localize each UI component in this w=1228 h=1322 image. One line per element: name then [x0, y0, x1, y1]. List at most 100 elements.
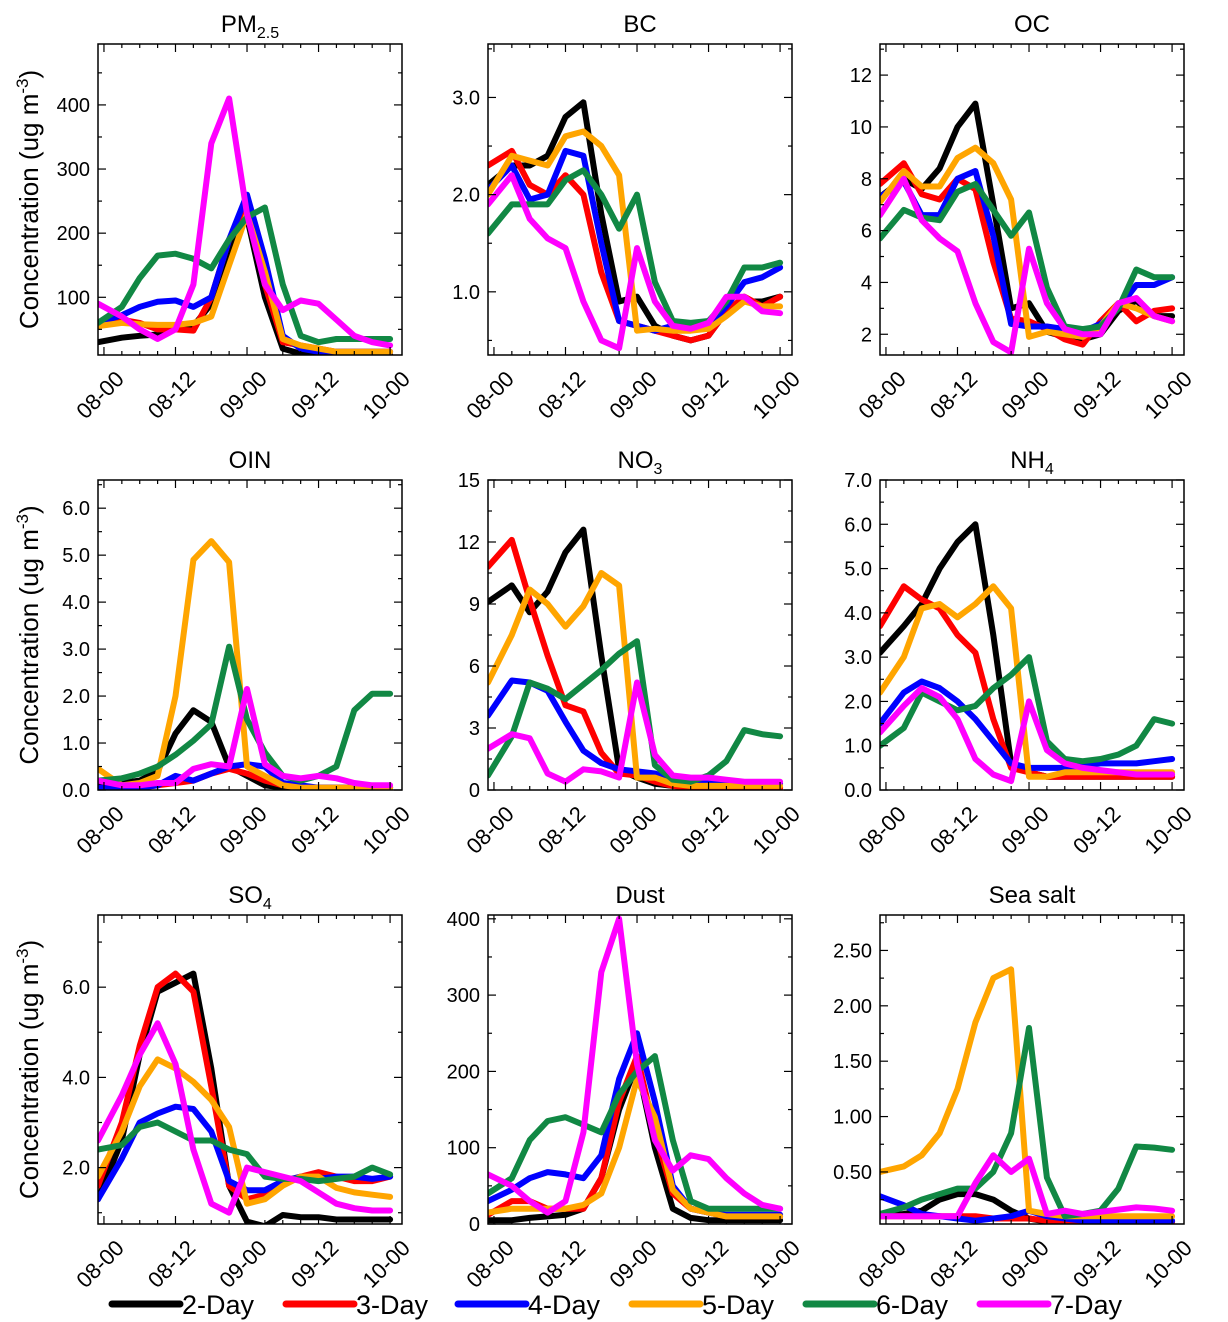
series-line-7-Day [488, 172, 784, 352]
series-group [98, 970, 394, 1224]
y-tick-label: 2.50 [833, 940, 872, 962]
x-tick-label: 08-00 [853, 366, 910, 423]
y-axis-label-superscript: -3 [13, 514, 32, 529]
panel-2: 08-00 08-12 09-00 09-12 10-00 1.0 2.0 3.0 BC [452, 11, 805, 424]
x-tick-label: 08-12 [925, 801, 982, 858]
x-tick-label: 08-00 [853, 801, 910, 858]
x-tick-label: 09-12 [676, 1235, 733, 1292]
y-axis-label-text: Concentration (ug m [14, 529, 44, 765]
x-tick-label: 09-12 [676, 801, 733, 858]
series-line-5-Day [488, 128, 784, 334]
plot-frame [97, 479, 403, 791]
y-tick-label: 8 [861, 169, 872, 191]
panel-title-main: SO [228, 882, 263, 909]
x-tick-label: 09-00 [996, 801, 1053, 858]
x-tick-label: 10-00 [357, 366, 414, 423]
series-group [98, 538, 394, 790]
panel-1: 08-00 08-12 09-00 09-12 10-00 100 200 300 400 PM2… [13, 11, 415, 424]
x-tick-label: 09-00 [996, 366, 1053, 423]
y-axis-label: Concentration (ug m-3) [13, 70, 44, 329]
series-line-6-Day [880, 1025, 1176, 1220]
y-axis-label-close: ) [14, 940, 44, 949]
x-tick-label: 09-12 [286, 366, 343, 423]
series-line-5-Day [880, 966, 1176, 1220]
series-line-7-Day [880, 685, 1176, 785]
x-tick-label: 10-00 [1139, 366, 1196, 423]
series-line-6-Day [488, 638, 784, 785]
y-tick-label: 400 [447, 909, 480, 931]
y-tick-label: 100 [57, 287, 90, 309]
plot-frame [97, 914, 403, 1225]
x-tick-label: 08-12 [143, 801, 200, 858]
y-tick-label: 0.0 [62, 780, 90, 802]
y-tick-label: 1.0 [844, 736, 872, 758]
panel-title-main: OC [1014, 11, 1050, 38]
y-tick-label: 300 [447, 985, 480, 1007]
series-line-2-Day [98, 214, 394, 355]
series-line-7-Day [488, 915, 784, 1216]
panel-9: 08-00 08-12 09-00 09-12 10-00 0.50 1.00 1.50 2.0… [833, 882, 1197, 1293]
series-line-6-Day [98, 643, 394, 784]
x-tick-label: 10-00 [1139, 1235, 1196, 1292]
panel-title-main: Sea salt [989, 882, 1076, 909]
panel-title: OC [1014, 11, 1050, 38]
x-tick-label: 09-00 [996, 1235, 1053, 1292]
y-tick-label: 3.0 [62, 639, 90, 661]
y-tick-label: 7.0 [844, 470, 872, 492]
panel-title-main: Dust [615, 882, 665, 909]
y-tick-label: 200 [57, 223, 90, 245]
series-group [488, 99, 784, 352]
y-tick-label: 6 [861, 221, 872, 243]
x-tick-label: 08-00 [71, 366, 128, 423]
series-group [488, 526, 784, 790]
y-axis-label-superscript: -3 [13, 948, 32, 963]
panel-title-main: PM [221, 11, 257, 38]
y-tick-label: 5.0 [62, 545, 90, 567]
y-axis-label-superscript: -3 [13, 78, 32, 93]
y-tick-label: 6 [469, 656, 480, 678]
panel-title-main: NH [1010, 447, 1045, 474]
y-tick-label: 0 [469, 1214, 480, 1236]
plot-frame [879, 43, 1185, 356]
series-line-5-Day [880, 144, 1176, 340]
legend-label: 5-Day [702, 1290, 775, 1320]
panel-8: 08-00 08-12 09-00 09-12 10-00 0 100 200 300 400 Du… [447, 882, 805, 1293]
x-tick-label: 09-12 [286, 1235, 343, 1292]
y-tick-label: 400 [57, 95, 90, 117]
series-line-5-Day [488, 570, 784, 789]
panel-title: BC [623, 11, 656, 38]
y-tick-label: 2.0 [844, 691, 872, 713]
panel-title: Dust [615, 882, 665, 909]
x-tick-label: 09-00 [604, 1235, 661, 1292]
legend-label: 3-Day [356, 1290, 429, 1320]
y-tick-label: 2 [861, 324, 872, 346]
y-axis-label-text: Concentration (ug m [14, 964, 44, 1200]
y-tick-label: 2.0 [452, 185, 480, 207]
x-tick-label: 09-12 [1068, 366, 1125, 423]
x-tick-label: 08-12 [925, 366, 982, 423]
panel-title-main: OIN [229, 447, 272, 474]
x-tick-label: 08-00 [461, 366, 518, 423]
y-tick-label: 300 [57, 159, 90, 181]
y-axis-label-close: ) [14, 70, 44, 79]
x-tick-label: 10-00 [747, 1235, 804, 1292]
x-tick-label: 08-00 [461, 1235, 518, 1292]
x-tick-label: 10-00 [747, 801, 804, 858]
y-tick-label: 4.0 [62, 592, 90, 614]
plot-frame [879, 914, 1185, 1225]
x-tick-label: 09-12 [286, 801, 343, 858]
y-tick-label: 5.0 [844, 559, 872, 581]
y-tick-label: 1.00 [833, 1107, 872, 1129]
legend-label: 4-Day [528, 1290, 601, 1320]
x-tick-label: 10-00 [747, 366, 804, 423]
y-tick-label: 100 [447, 1138, 480, 1160]
series-line-6-Day [880, 181, 1176, 333]
y-axis-label: Concentration (ug m-3) [13, 505, 44, 764]
series-line-6-Day [98, 1119, 394, 1185]
series-group [880, 100, 1176, 355]
series-group [880, 966, 1176, 1224]
x-tick-label: 08-00 [853, 1235, 910, 1292]
plot-frame [487, 43, 793, 356]
panel-title-main: BC [623, 11, 656, 38]
x-tick-label: 10-00 [357, 801, 414, 858]
